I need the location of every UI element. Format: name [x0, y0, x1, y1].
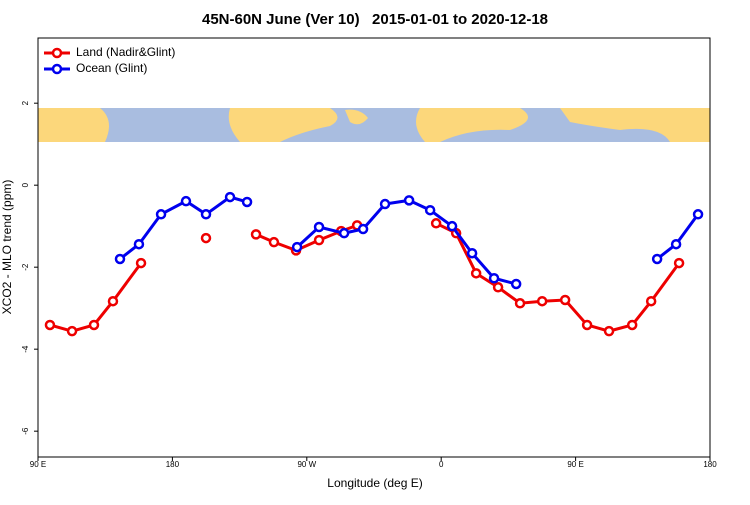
point [357, 223, 369, 235]
point [559, 294, 571, 306]
point [651, 253, 663, 265]
series-line [656, 213, 700, 261]
x-tick-label: 180 [703, 460, 717, 469]
point [673, 257, 685, 269]
map-strip [38, 108, 710, 142]
x-tick-label: 90 W [297, 460, 316, 469]
legend-marker [51, 63, 63, 75]
legend-label: Land (Nadir&Glint) [76, 45, 175, 59]
point [200, 209, 212, 220]
point [645, 295, 657, 307]
point [692, 209, 704, 220]
y-tick-label: 2 [21, 100, 30, 105]
point [670, 238, 682, 250]
point [313, 221, 325, 233]
point [466, 247, 478, 259]
point [250, 229, 262, 240]
point [241, 196, 253, 208]
legend: Land (Nadir&Glint) Ocean (Glint) [44, 45, 175, 75]
legend-marker [51, 47, 63, 59]
x-tick-label: 180 [166, 460, 180, 469]
plot-frame [37, 37, 711, 458]
point [268, 236, 280, 248]
point [313, 234, 325, 246]
point [488, 272, 500, 284]
point [107, 295, 119, 307]
point [430, 218, 442, 229]
y-tick-label: -4 [21, 345, 30, 353]
point [224, 191, 236, 203]
point [155, 209, 167, 220]
legend-label: Ocean (Glint) [76, 61, 147, 75]
x-tick-label: 90 E [30, 460, 46, 469]
point [514, 298, 526, 309]
point [492, 282, 504, 293]
point [510, 278, 522, 290]
point [44, 319, 56, 331]
point [133, 238, 145, 250]
point [66, 325, 78, 337]
point [446, 220, 458, 232]
point [200, 232, 212, 244]
y-tick-label: 0 [21, 182, 30, 187]
point [379, 198, 391, 210]
point [536, 295, 548, 307]
point [403, 195, 415, 206]
point [114, 253, 126, 265]
point [626, 319, 638, 331]
x-axis-label: Longitude (deg E) [327, 476, 422, 490]
point [424, 204, 436, 216]
x-tick-label: 0 [439, 460, 444, 469]
point [88, 319, 100, 331]
point [603, 325, 615, 337]
series-line [119, 195, 248, 261]
point [135, 257, 147, 269]
point [291, 241, 303, 253]
x-tick-label: 90 E [567, 460, 583, 469]
series-line [296, 198, 517, 286]
y-axis-label: XCO2 - MLO trend (ppm) [0, 180, 14, 315]
series-line [435, 221, 681, 333]
chart-title: 45N-60N June (Ver 10) 2015-01-01 to 2020… [202, 11, 548, 28]
point [180, 195, 192, 207]
point [581, 319, 593, 331]
y-tick-label: -2 [21, 263, 30, 271]
y-tick-label: -6 [21, 427, 30, 435]
point [338, 227, 350, 239]
point [470, 268, 482, 279]
